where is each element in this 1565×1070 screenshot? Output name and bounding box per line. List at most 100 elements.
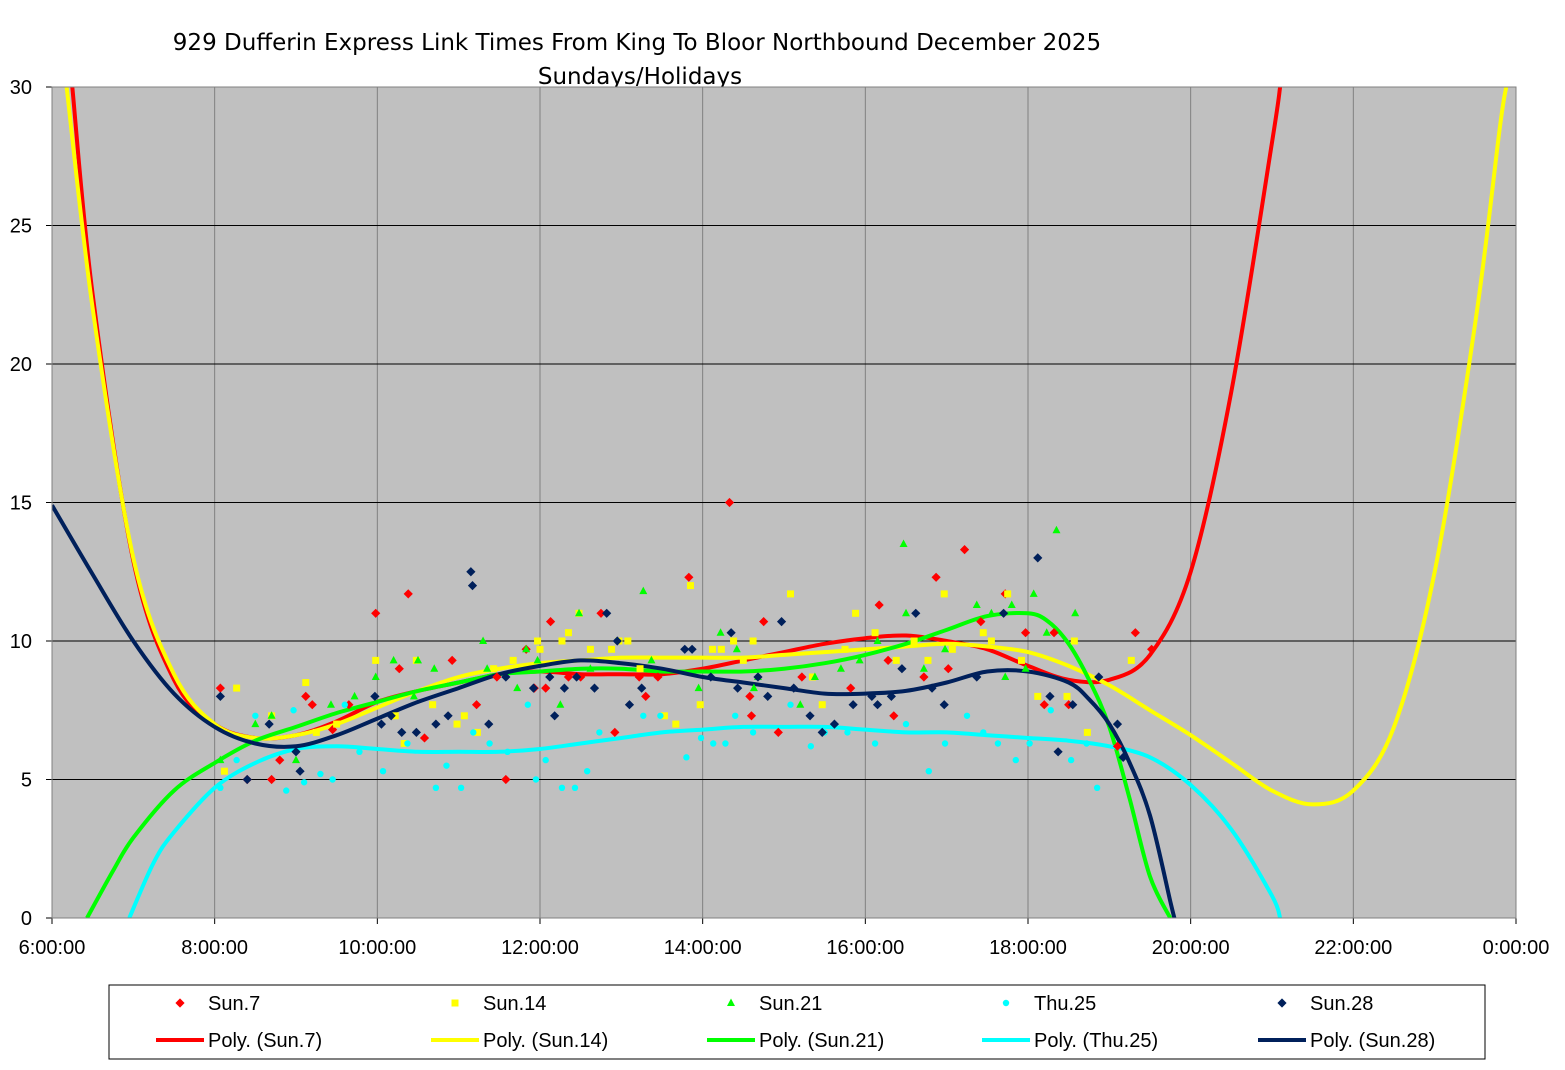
data-point — [541, 683, 551, 693]
data-point — [509, 656, 517, 664]
data-point — [1063, 692, 1071, 700]
data-point — [533, 655, 542, 664]
data-point — [687, 644, 697, 654]
data-point — [871, 740, 879, 747]
data-point — [1112, 719, 1123, 729]
data-point — [267, 711, 276, 719]
data-point — [789, 683, 799, 693]
data-point — [943, 664, 953, 674]
data-point — [919, 672, 929, 682]
data-points — [215, 497, 1157, 794]
data-point — [640, 712, 647, 719]
data-point — [215, 683, 225, 693]
trendline-sun-28 — [52, 504, 1177, 918]
data-point — [1012, 756, 1019, 764]
data-point — [302, 679, 310, 687]
x-tick-label: 10:00:00 — [338, 937, 416, 959]
data-point — [732, 644, 741, 653]
data-point — [429, 701, 437, 709]
data-point — [1039, 700, 1049, 710]
data-point — [447, 655, 457, 665]
data-point — [376, 719, 386, 729]
data-point — [892, 656, 900, 664]
data-point — [409, 691, 418, 700]
data-point — [1053, 747, 1063, 757]
data-point — [513, 683, 522, 692]
data-point — [602, 608, 612, 618]
data-point — [486, 740, 493, 747]
data-point — [1026, 740, 1033, 747]
data-point — [372, 656, 380, 664]
data-point — [987, 637, 995, 645]
data-point — [328, 725, 338, 735]
data-point — [1004, 590, 1012, 598]
data-point — [1071, 608, 1080, 617]
data-point — [886, 691, 896, 701]
data-point — [1007, 600, 1016, 608]
legend-items: Sun.7 Poly. (Sun.7) Sun.14 Poly. (Sun.14) Su… — [156, 993, 1435, 1052]
series-sun-21-points — [216, 525, 1080, 764]
data-point — [680, 644, 690, 654]
data-point — [394, 664, 404, 674]
data-point — [717, 645, 725, 653]
data-point — [572, 672, 582, 682]
data-point — [542, 756, 549, 764]
data-point — [371, 608, 381, 618]
data-point — [807, 743, 815, 750]
data-point — [379, 767, 387, 775]
data-point — [1083, 740, 1090, 747]
data-point — [400, 739, 408, 747]
data-point — [733, 683, 743, 693]
legend-label: Sun.14 — [483, 993, 546, 1015]
x-axis-ticks: 6:00:00 8:00:00 10:00:00 12:00:00 14:00:00 16… — [19, 918, 1549, 959]
data-point — [411, 727, 421, 738]
data-point — [972, 672, 982, 682]
data-point — [443, 762, 450, 769]
data-point — [624, 637, 632, 645]
data-point — [564, 629, 572, 637]
data-point — [501, 774, 511, 785]
data-point — [927, 683, 937, 693]
data-point — [1042, 628, 1051, 636]
data-point — [883, 655, 893, 665]
data-point — [545, 617, 556, 627]
data-point — [586, 664, 595, 672]
data-point — [940, 590, 948, 598]
data-point — [910, 637, 918, 645]
data-point — [716, 628, 725, 636]
data-point — [749, 637, 757, 645]
data-point — [583, 767, 591, 775]
data-point — [639, 586, 648, 595]
legend-label: Sun.28 — [1310, 993, 1373, 1015]
data-point — [871, 629, 879, 637]
data-point — [1033, 553, 1043, 563]
data-point — [534, 637, 542, 645]
data-point — [931, 572, 941, 582]
data-point — [739, 656, 747, 664]
data-point — [941, 644, 950, 653]
data-point — [902, 608, 910, 617]
data-point — [389, 655, 398, 664]
y-tick-label: 30 — [10, 77, 32, 99]
data-point — [759, 617, 769, 627]
data-point — [1020, 628, 1031, 638]
data-point — [524, 701, 531, 708]
data-point — [596, 729, 603, 736]
data-point — [1070, 637, 1078, 645]
data-point — [473, 728, 481, 736]
trend-lines — [52, 87, 1509, 918]
data-point — [697, 734, 705, 742]
data-point — [1021, 664, 1030, 672]
data-point — [963, 712, 971, 719]
data-point — [1001, 672, 1010, 681]
data-point — [818, 701, 826, 709]
data-point — [504, 748, 511, 755]
y-tick-label: 10 — [10, 631, 32, 653]
data-point — [710, 740, 717, 747]
legend — [108, 984, 1486, 1060]
trendline-sun-14 — [64, 87, 1509, 807]
data-point — [479, 636, 488, 644]
series-sun-14-points — [220, 582, 1135, 775]
data-point — [1045, 691, 1055, 701]
legend-marker — [727, 998, 735, 1006]
